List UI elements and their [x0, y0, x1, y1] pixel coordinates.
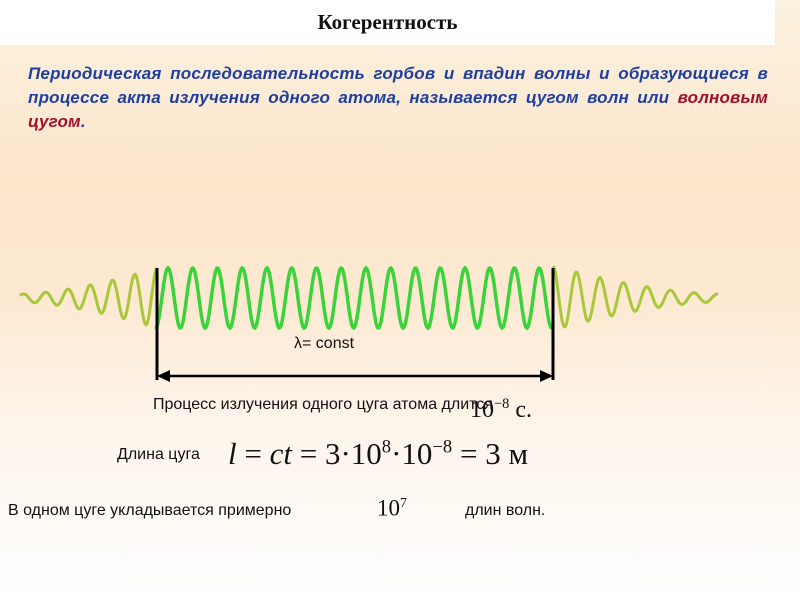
duration-text: Процесс излучения одного цуга атома длит… — [153, 396, 493, 413]
formula-exponent: 8 — [381, 436, 392, 458]
formula-eq: = — [244, 436, 262, 471]
arrow-head — [157, 370, 170, 382]
wave-decay-right — [551, 265, 718, 329]
definition: Периодическая последовательность горбов … — [28, 62, 768, 134]
length-formula: l = ct = 3·108·10−8 = 3 м — [228, 436, 528, 472]
formula-unit: с. — [515, 397, 532, 423]
formula-base: 10 — [377, 495, 400, 521]
formula-exponent: −8 — [432, 436, 453, 458]
wavelength-label: λ= const — [294, 335, 355, 352]
definition-text: Периодическая последовательность горбов … — [28, 64, 768, 107]
count-end: длин волн. — [465, 502, 546, 519]
count-formula: 107 — [377, 495, 407, 522]
formula-exponent: −8 — [494, 396, 510, 412]
count-text: В одном цуге укладывается примерно — [8, 502, 292, 519]
duration-formula: 10−8 с. — [470, 396, 532, 424]
length-text: Длина цуга — [117, 446, 200, 463]
formula-eq: = — [459, 436, 478, 471]
formula-result: 3 — [485, 436, 501, 471]
formula-term: ·10 — [391, 436, 433, 471]
formula-term: 3·10 — [324, 436, 382, 471]
arrow-head — [540, 370, 553, 382]
formula-eq: = — [299, 436, 318, 471]
definition-highlight: волновым цугом — [28, 88, 768, 131]
wave-decay-left — [18, 267, 159, 327]
formula-symbol: l — [228, 436, 237, 471]
title: Когерентность — [317, 10, 458, 34]
formula-unit: м — [508, 436, 529, 471]
title-bar — [0, 0, 775, 45]
formula-symbol: ct — [269, 436, 292, 471]
wave-train-main — [154, 265, 555, 331]
formula-exponent: 7 — [400, 495, 407, 510]
formula-base: 10 — [470, 397, 494, 423]
definition-end: . — [80, 112, 86, 131]
